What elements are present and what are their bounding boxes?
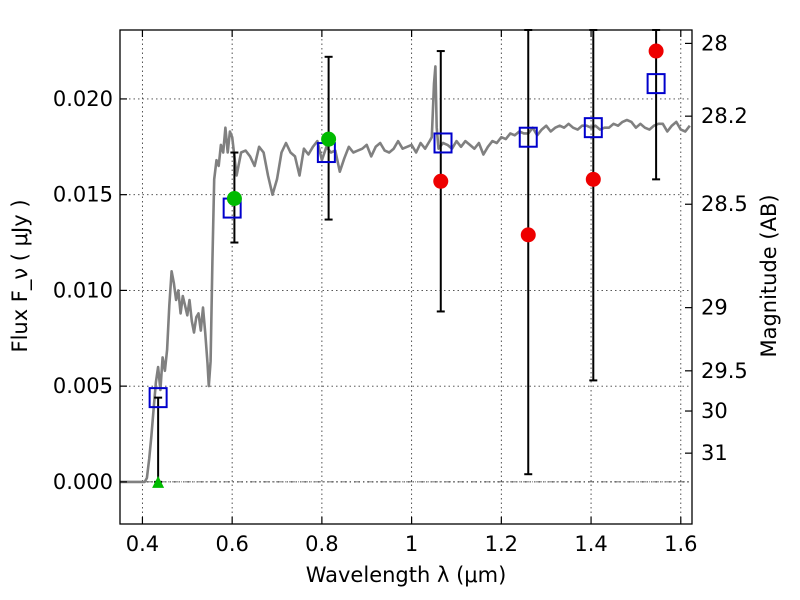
green-triangle-marker — [152, 475, 165, 488]
red-flux-marker — [585, 171, 601, 187]
magnitude-tick-label: 28.5 — [701, 192, 748, 216]
y-tick-label: 0.010 — [53, 278, 113, 302]
y-axis-label: Flux F_ν ( μJy ) — [8, 199, 33, 352]
model-sed-line — [120, 65, 691, 484]
model-box-marker — [646, 73, 666, 95]
x-tick-label: 1.6 — [664, 532, 697, 556]
red-flux-marker — [648, 43, 664, 59]
x-axis-label: Wavelength λ (μm) — [306, 563, 507, 587]
axis-ticks: 0.4 0.6 0.8 1 1.2 1.4 1.6 0.000 0.005 0.010 0.015 0… — [53, 30, 748, 556]
red-flux-marker — [520, 227, 536, 243]
green-flux-marker — [321, 131, 337, 147]
plot-frame — [119, 29, 693, 525]
red-flux-points — [433, 43, 664, 243]
model-box-marker — [433, 132, 453, 154]
model-box-marker — [518, 126, 538, 148]
y-tick-label: 0.000 — [53, 470, 113, 494]
magnitude-tick-label: 28.2 — [701, 104, 748, 128]
model-box-marker — [148, 387, 168, 409]
y-tick-label: 0.015 — [53, 183, 113, 207]
magnitude-tick-label: 29 — [701, 296, 728, 320]
x-tick-label: 0.8 — [305, 532, 338, 556]
magnitude-tick-label: 28 — [701, 31, 728, 55]
model-box-points — [148, 73, 666, 409]
x-tick-label: 1 — [405, 532, 418, 556]
x-tick-label: 1.4 — [574, 532, 607, 556]
x-tick-label: 0.6 — [215, 532, 248, 556]
magnitude-tick-label: 29.5 — [701, 359, 748, 383]
model-box-marker — [583, 117, 603, 139]
green-flux-marker — [226, 190, 242, 206]
x-tick-label: 1.2 — [485, 532, 518, 556]
x-tick-label: 0.4 — [126, 532, 159, 556]
magnitude-tick-label: 31 — [701, 441, 728, 465]
y-tick-label: 0.005 — [53, 374, 113, 398]
magnitude-tick-label: 30 — [701, 399, 728, 423]
magnitude-axis-label: Magnitude (AB) — [757, 194, 781, 357]
red-flux-marker — [433, 173, 449, 189]
y-tick-label: 0.020 — [53, 87, 113, 111]
green-flux-points — [152, 131, 337, 488]
